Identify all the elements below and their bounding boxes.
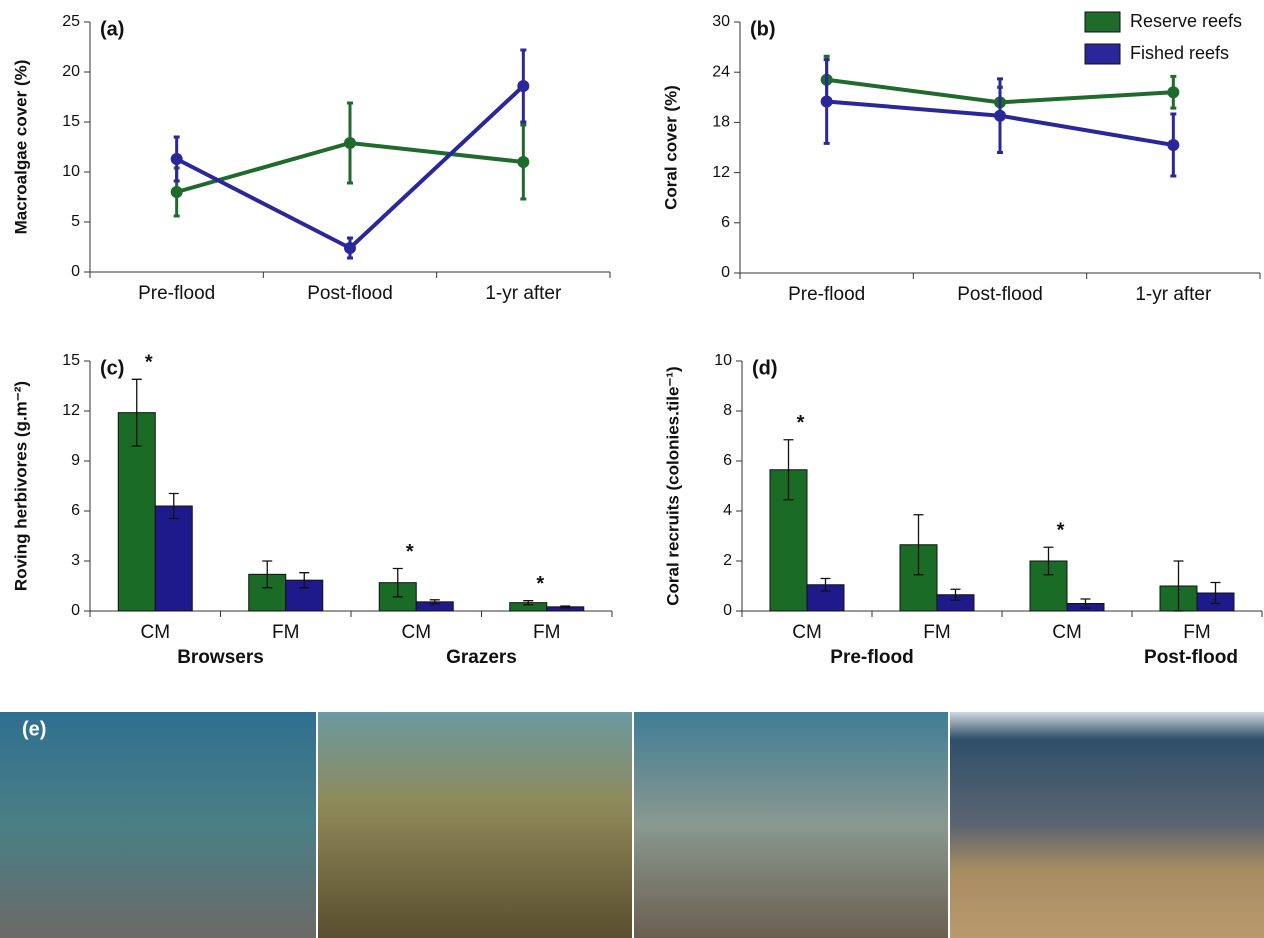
group-label: Pre-flood: [830, 647, 913, 668]
figure: (e) 0510152025Pre-floodPost-flood1-yr af…: [0, 0, 1264, 938]
x-tick-label: CM: [1052, 622, 1082, 643]
panel-title: (b): [750, 18, 776, 40]
photo-panel: (e): [0, 712, 1264, 938]
y-axis-label: Macroalgae cover (%): [11, 60, 30, 235]
legend-label: Fished reefs: [1130, 43, 1229, 63]
y-tick-label: 6: [723, 452, 732, 469]
photo: [0, 712, 316, 938]
x-tick-label: CM: [140, 622, 170, 643]
y-tick-label: 25: [62, 13, 80, 30]
x-tick-label: 1-yr after: [1135, 284, 1212, 305]
point: [171, 153, 183, 165]
panel: 0 3 6 9 12 15 CM FM CM FM (c) Roving herbivores (g.…: [11, 352, 612, 668]
y-tick-label: 24: [712, 63, 730, 80]
legend-swatch: [1085, 12, 1120, 32]
photo: [318, 712, 632, 938]
bar: [155, 506, 192, 611]
panel-title: (c): [100, 357, 124, 379]
x-tick-label: CM: [792, 622, 822, 643]
point: [517, 156, 529, 168]
x-tick-label: FM: [272, 622, 299, 643]
x-tick-label: Post-flood: [307, 283, 393, 304]
y-tick-label: 18: [712, 114, 730, 131]
significance: *: [1057, 520, 1065, 542]
y-axis-label: Roving herbivores (g.m⁻²): [11, 381, 30, 591]
point: [517, 80, 529, 92]
y-tick-label: 15: [62, 113, 80, 130]
panel-title: (d): [752, 357, 778, 379]
y-tick-label: 15: [62, 352, 80, 369]
y-tick-label: 0: [723, 602, 732, 619]
group-label: Grazers: [446, 647, 517, 668]
panel: 0 5 10 15 20 25 Pre-flood Post-flood 1-yr after (…: [11, 13, 610, 304]
y-tick-label: 0: [721, 264, 730, 281]
photo: [950, 712, 1264, 938]
y-tick-label: 8: [723, 402, 732, 419]
x-tick-label: Post-flood: [957, 284, 1043, 305]
significance: *: [536, 573, 544, 595]
panel: 0 2 4 6 8 10 CM FM CM FM (d) Coral recruits (coloni…: [663, 352, 1262, 668]
panel: 0 6 12 18 24 30 Pre-flood Post-flood 1-yr after (…: [661, 11, 1260, 305]
y-tick-label: 5: [71, 213, 80, 230]
y-tick-label: 0: [71, 263, 80, 280]
significance: *: [406, 541, 414, 563]
y-tick-label: 12: [62, 402, 80, 419]
y-tick-label: 6: [721, 214, 730, 231]
x-tick-label: FM: [923, 622, 950, 643]
group-label: Post-flood: [1144, 647, 1238, 668]
legend-label: Reserve reefs: [1130, 11, 1242, 31]
y-tick-label: 20: [62, 63, 80, 80]
y-axis-label: Coral recruits (colonies.tile⁻¹): [663, 366, 682, 605]
point: [344, 137, 356, 149]
y-tick-label: 30: [712, 13, 730, 30]
photo: [634, 712, 948, 938]
y-tick-label: 12: [712, 164, 730, 181]
group-label: Browsers: [177, 647, 264, 668]
x-tick-label: 1-yr after: [485, 283, 562, 304]
x-tick-label: FM: [1183, 622, 1210, 643]
point: [344, 242, 356, 254]
x-tick-label: Pre-flood: [138, 283, 215, 304]
point: [1167, 86, 1179, 98]
point: [994, 110, 1006, 122]
panel-label: (e): [22, 718, 46, 740]
panel-title: (a): [100, 18, 124, 40]
y-tick-label: 2: [723, 552, 732, 569]
y-tick-label: 9: [71, 452, 80, 469]
x-tick-label: CM: [401, 622, 431, 643]
y-tick-label: 6: [71, 502, 80, 519]
y-tick-label: 0: [71, 602, 80, 619]
y-tick-label: 10: [62, 163, 80, 180]
point: [821, 95, 833, 107]
significance: *: [797, 412, 805, 434]
y-tick-label: 3: [71, 552, 80, 569]
y-tick-label: 4: [723, 502, 732, 519]
x-tick-label: FM: [533, 622, 560, 643]
significance: *: [145, 352, 153, 374]
y-axis-label: Coral cover (%): [661, 85, 680, 210]
legend-swatch: [1085, 44, 1120, 64]
point: [171, 186, 183, 198]
y-tick-label: 10: [714, 352, 732, 369]
point: [1167, 139, 1179, 151]
x-tick-label: Pre-flood: [788, 284, 865, 305]
